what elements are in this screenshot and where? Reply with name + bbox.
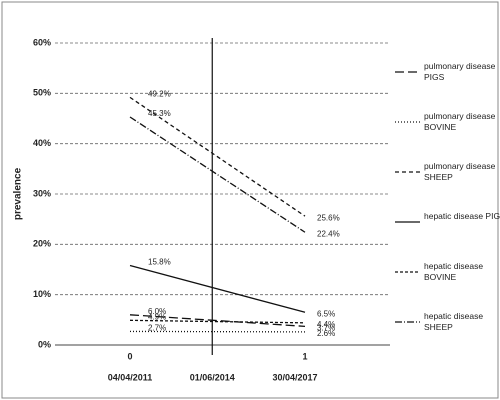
- series-line: [129, 330, 306, 333]
- data-label: 45.3%: [148, 109, 171, 118]
- data-label: 15.8%: [148, 258, 171, 267]
- y-tick-label: 40%: [33, 138, 51, 148]
- series-line: [129, 116, 306, 233]
- x-date-label: 04/04/2011: [108, 372, 153, 382]
- y-tick-label: 50%: [33, 88, 51, 98]
- x-date-label: 30/04/2017: [272, 372, 317, 382]
- data-label: 2.6%: [317, 329, 335, 338]
- data-label: 22.4%: [317, 229, 340, 238]
- vline-label: 01/06/2014: [190, 372, 235, 382]
- data-label: 6.5%: [317, 309, 335, 318]
- y-tick-label: 60%: [33, 37, 51, 47]
- series-line: [129, 264, 306, 313]
- series-line: [129, 314, 306, 328]
- data-label: 25.6%: [317, 213, 340, 222]
- data-label: 6.0%: [148, 307, 166, 316]
- data-label: 3.7%: [317, 323, 335, 332]
- y-axis-label: prevalence: [13, 167, 24, 220]
- data-label: 2.7%: [148, 324, 166, 333]
- series-line: [129, 319, 306, 324]
- x-tick-label: 0: [127, 351, 132, 361]
- legend-label: hepatic disease SHEEP: [424, 311, 484, 332]
- legend-label: pulmonary disease SHEEP: [424, 161, 496, 182]
- legend-label: hepatic disease PIGS: [424, 211, 500, 221]
- x-tick-label: 1: [302, 351, 307, 361]
- data-label: 49.2%: [148, 89, 171, 98]
- y-tick-label: 20%: [33, 239, 51, 249]
- legend-label: pulmonary disease BOVINE: [424, 111, 496, 132]
- legend-label: pulmonary disease PIGS: [424, 61, 496, 82]
- y-tick-label: 30%: [33, 188, 51, 198]
- data-label: 4.9%: [148, 312, 166, 321]
- data-label: 4.4%: [317, 320, 335, 329]
- y-tick-label: 0%: [38, 339, 51, 349]
- series-line: [129, 96, 306, 217]
- legend-label: hepatic disease BOVINE: [424, 261, 484, 282]
- y-tick-label: 10%: [33, 289, 51, 299]
